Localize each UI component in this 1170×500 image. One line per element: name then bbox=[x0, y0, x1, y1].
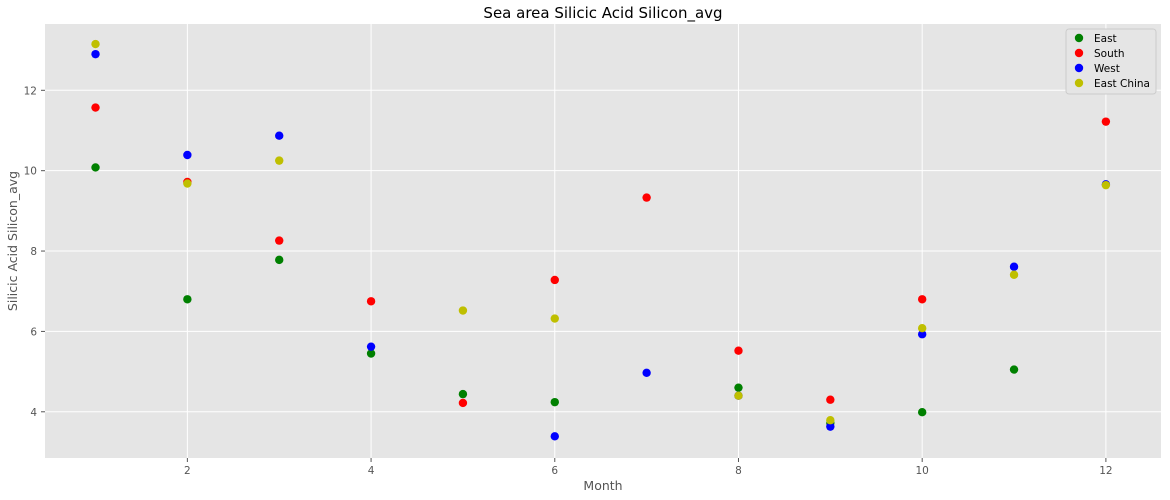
data-point bbox=[183, 179, 192, 188]
y-tick-label: 6 bbox=[30, 326, 37, 338]
legend-marker bbox=[1074, 33, 1084, 43]
data-point bbox=[458, 389, 468, 399]
data-point bbox=[183, 150, 192, 160]
data-points bbox=[91, 39, 1111, 441]
legend-marker bbox=[1074, 78, 1084, 88]
data-point bbox=[642, 193, 651, 202]
x-tick-label: 8 bbox=[735, 465, 742, 477]
x-tick-label: 6 bbox=[551, 465, 558, 477]
data-point bbox=[275, 255, 284, 265]
data-point bbox=[917, 295, 927, 304]
data-point bbox=[826, 395, 835, 404]
data-point bbox=[91, 39, 100, 49]
series-east bbox=[91, 163, 1019, 428]
data-point bbox=[550, 432, 559, 441]
series-south bbox=[91, 103, 1111, 408]
series-east-china bbox=[91, 39, 1111, 425]
data-point bbox=[458, 398, 468, 408]
y-tick-label: 10 bbox=[24, 166, 37, 178]
y-tick-label: 12 bbox=[24, 85, 37, 97]
data-point bbox=[550, 397, 559, 407]
legend-marker bbox=[1074, 63, 1084, 73]
data-point bbox=[1009, 365, 1019, 374]
data-point bbox=[91, 103, 100, 112]
data-point bbox=[1009, 262, 1019, 271]
legend-label: West bbox=[1094, 63, 1120, 75]
data-point bbox=[642, 368, 651, 378]
grid-lines bbox=[45, 24, 1161, 458]
x-tick-label: 12 bbox=[1099, 465, 1112, 477]
chart-title: Sea area Silicic Acid Silicon_avg bbox=[483, 4, 722, 23]
legend-box bbox=[1065, 28, 1157, 95]
data-point bbox=[917, 324, 927, 333]
x-axis-label: Month bbox=[583, 478, 622, 493]
y-tick-label: 8 bbox=[30, 246, 37, 258]
data-point bbox=[1101, 180, 1111, 190]
legend-marker bbox=[1074, 48, 1084, 58]
plot-area bbox=[45, 24, 1161, 458]
data-point bbox=[550, 275, 559, 285]
data-point bbox=[275, 236, 284, 245]
data-point bbox=[734, 346, 743, 355]
data-point bbox=[183, 295, 192, 304]
legend: East South West East China bbox=[1065, 28, 1157, 95]
data-point bbox=[366, 342, 376, 351]
data-point bbox=[91, 49, 100, 59]
legend-label: East bbox=[1094, 33, 1117, 45]
legend-label: East China bbox=[1094, 78, 1150, 90]
y-axis-label: Silicic Acid Silicon_avg bbox=[5, 171, 20, 311]
x-axis-ticks: 2 4 6 8 10 12 bbox=[184, 458, 1113, 477]
x-tick-label: 10 bbox=[915, 465, 928, 477]
data-point bbox=[275, 156, 284, 165]
x-tick-label: 4 bbox=[368, 465, 375, 477]
data-point bbox=[734, 391, 743, 400]
data-point bbox=[366, 297, 376, 306]
legend-label: South bbox=[1094, 48, 1125, 60]
x-tick-label: 2 bbox=[184, 465, 191, 477]
data-point bbox=[1101, 117, 1111, 126]
y-tick-label: 4 bbox=[30, 407, 37, 419]
data-point bbox=[458, 306, 468, 315]
data-point bbox=[91, 163, 100, 172]
y-axis-ticks: 4 6 8 10 12 bbox=[24, 85, 45, 419]
data-point bbox=[1009, 270, 1019, 279]
data-point bbox=[734, 383, 743, 392]
data-point bbox=[550, 314, 559, 323]
data-point bbox=[275, 131, 284, 140]
data-point bbox=[917, 330, 927, 339]
data-point bbox=[917, 407, 927, 417]
data-point bbox=[826, 422, 835, 431]
data-point bbox=[826, 416, 835, 425]
data-point bbox=[366, 349, 376, 358]
